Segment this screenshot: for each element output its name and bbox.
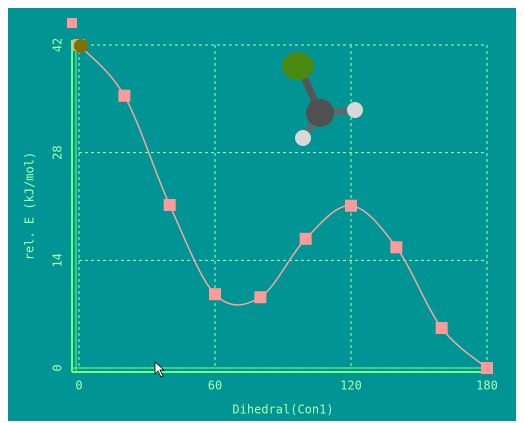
point: [118, 90, 130, 102]
x-axis-label: Dihedral(Con1): [232, 403, 333, 417]
chart: Dihedral(Con1) rel. E (kJ/mol) 0 60 120 180…: [0, 0, 524, 423]
x-tick-label: 180: [476, 379, 498, 393]
point: [254, 291, 266, 303]
atom-h: [347, 102, 363, 118]
point: [390, 241, 402, 253]
x-tick-label: 60: [208, 379, 222, 393]
y-tick-label: 42: [51, 38, 65, 52]
y-axis-label: rel. E (kJ/mol): [23, 152, 37, 260]
point: [164, 199, 176, 211]
y-tick-label: 14: [51, 253, 65, 267]
marker-decoration: [67, 18, 77, 28]
atom-c: [306, 99, 334, 127]
x-tick-label: 120: [340, 379, 362, 393]
point: [481, 362, 493, 374]
point: [345, 200, 357, 212]
point: [209, 288, 221, 300]
point: [436, 322, 448, 334]
plot-background: [8, 8, 516, 421]
y-tick-label: 0: [51, 364, 65, 371]
y-tick-label: 28: [51, 145, 65, 159]
atom-h: [295, 130, 311, 146]
selected-point-ball: [74, 39, 88, 53]
x-tick-label: 0: [75, 379, 82, 393]
atom-cl: [282, 52, 314, 80]
point: [300, 233, 312, 245]
